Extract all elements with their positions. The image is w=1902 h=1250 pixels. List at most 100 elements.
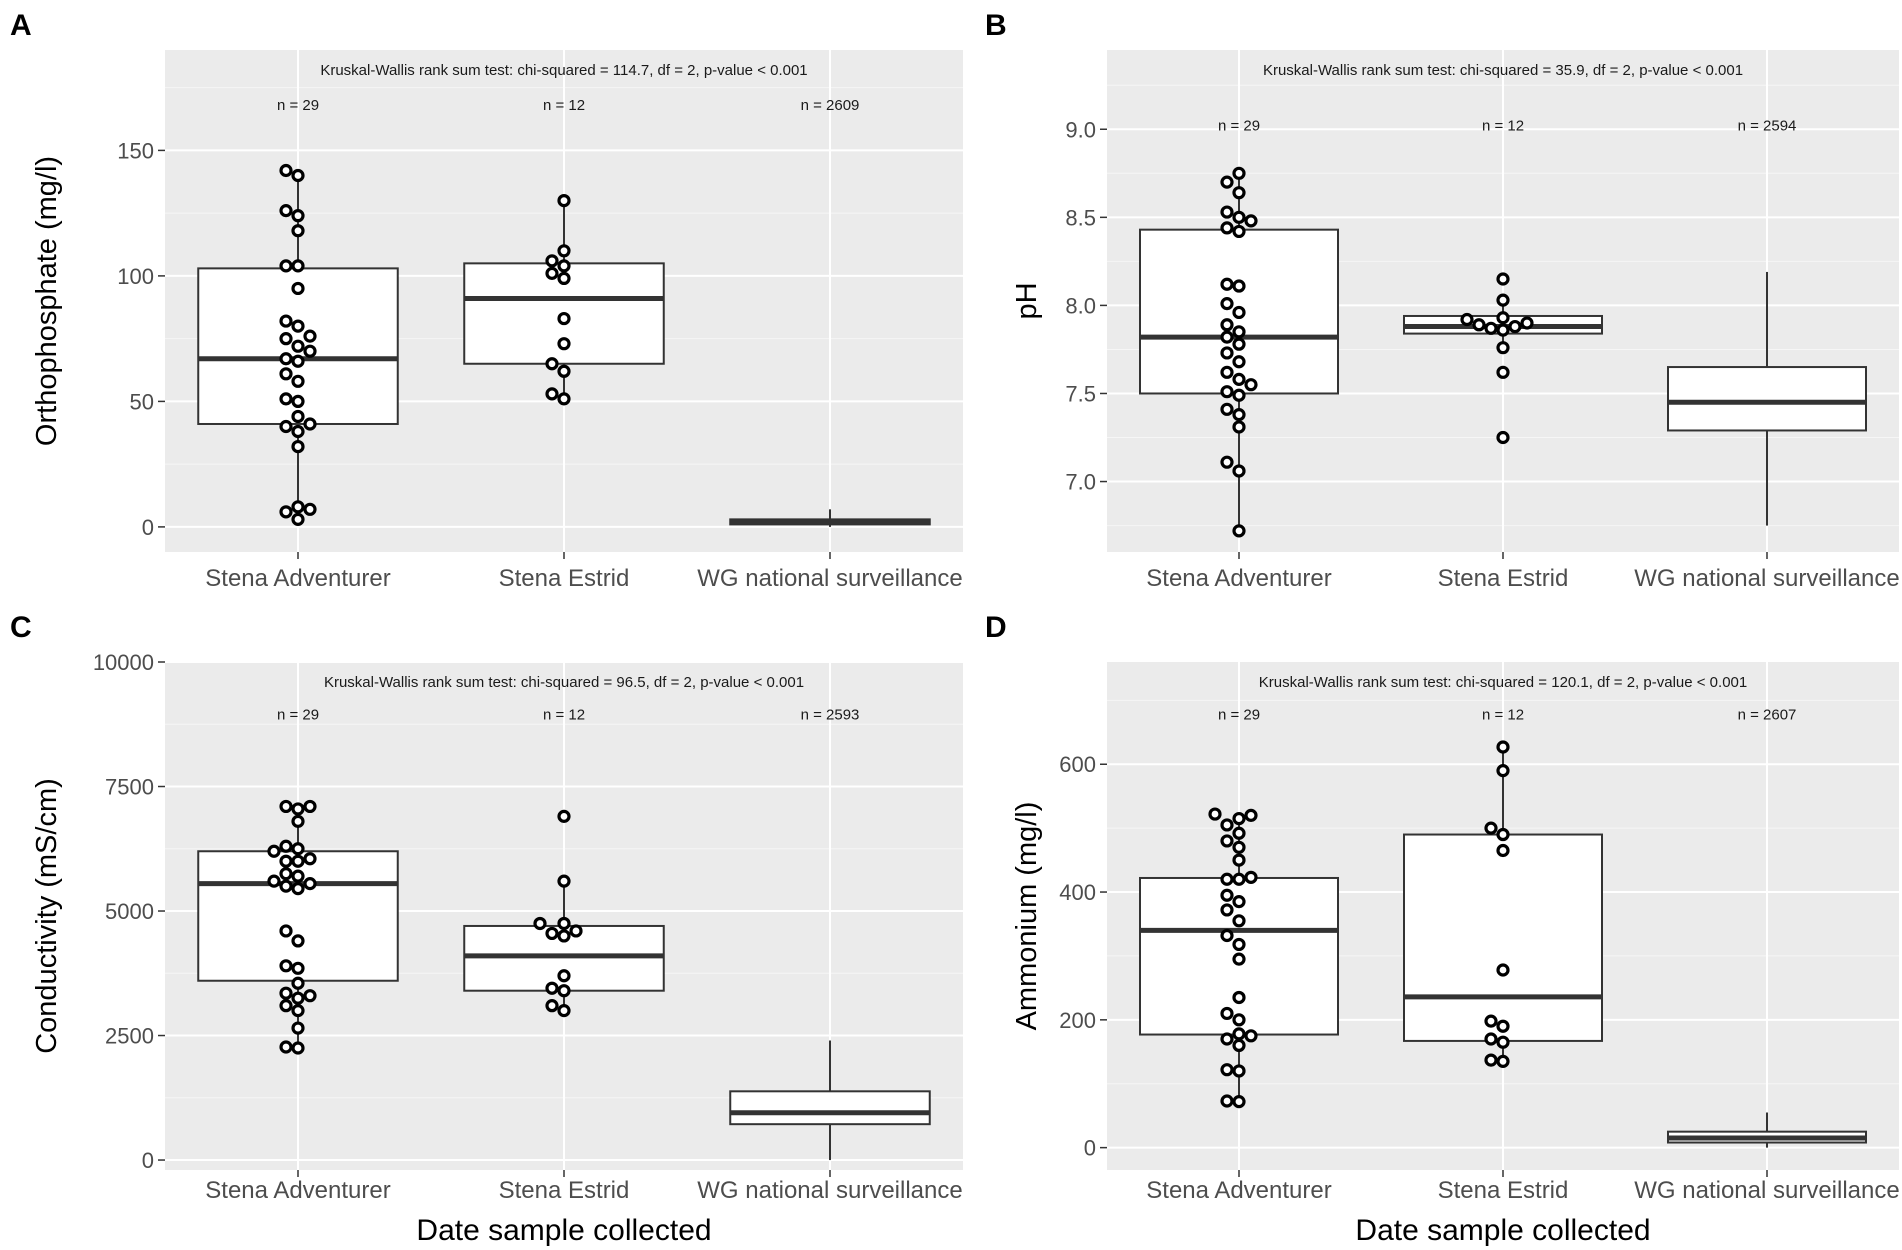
x-tick-label-wg-national-surveillance: WG national surveillance bbox=[1634, 565, 1899, 592]
data-point-stena-estrid bbox=[557, 392, 571, 406]
data-point-stena-adventurer bbox=[291, 500, 305, 514]
data-point-stena-estrid bbox=[1496, 1054, 1510, 1068]
data-point-stena-adventurer bbox=[291, 259, 305, 273]
n-label-stena-estrid: n = 12 bbox=[1482, 118, 1524, 135]
data-point-stena-adventurer bbox=[1232, 325, 1246, 339]
data-point-stena-adventurer bbox=[291, 409, 305, 424]
data-point-stena-adventurer bbox=[291, 854, 305, 868]
box-stena-estrid bbox=[1403, 748, 1603, 1062]
data-point-stena-adventurer bbox=[1232, 826, 1246, 840]
data-point-stena-adventurer bbox=[279, 314, 293, 328]
data-point-stena-estrid bbox=[557, 874, 571, 888]
panel-d-plot: 0 200 400 600 Kruskal-Wallis rank sum test: … bbox=[1011, 662, 1900, 1247]
n-label-wg-national-surveillance: n = 2594 bbox=[1738, 118, 1797, 135]
panel-letter-c: C bbox=[10, 611, 32, 644]
data-point-stena-adventurer bbox=[291, 934, 305, 948]
y-tick-label: 200 bbox=[1059, 1008, 1096, 1033]
n-label-wg-national-surveillance: n = 2607 bbox=[1738, 706, 1797, 723]
data-point-stena-adventurer bbox=[1232, 895, 1246, 909]
data-point-stena-adventurer bbox=[1232, 840, 1246, 854]
data-point-stena-adventurer bbox=[291, 961, 305, 975]
data-point-stena-adventurer bbox=[1232, 872, 1246, 886]
n-label-stena-adventurer: n = 29 bbox=[277, 706, 319, 723]
data-point-stena-estrid bbox=[545, 981, 559, 995]
data-point-stena-adventurer bbox=[1220, 928, 1234, 943]
data-point-stena-estrid bbox=[557, 259, 571, 273]
data-point-stena-estrid bbox=[1496, 1035, 1510, 1049]
data-point-stena-adventurer bbox=[1232, 1027, 1246, 1041]
n-label-stena-adventurer: n = 29 bbox=[277, 97, 319, 114]
data-point-stena-adventurer bbox=[1220, 221, 1234, 235]
data-point-stena-adventurer bbox=[279, 392, 293, 406]
n-label-wg-national-surveillance: n = 2593 bbox=[801, 706, 860, 723]
x-tick-label-wg-national-surveillance: WG national surveillance bbox=[697, 565, 962, 592]
data-point-stena-adventurer bbox=[1232, 990, 1246, 1005]
data-point-stena-estrid bbox=[557, 916, 571, 931]
data-point-stena-adventurer bbox=[291, 168, 305, 183]
data-point-stena-estrid bbox=[1496, 827, 1510, 842]
data-point-stena-adventurer bbox=[303, 329, 317, 343]
data-point-stena-adventurer bbox=[279, 419, 293, 434]
data-point-stena-adventurer bbox=[1220, 834, 1234, 848]
data-point-stena-estrid bbox=[1520, 316, 1534, 330]
data-point-stena-estrid bbox=[545, 266, 559, 280]
data-point-stena-adventurer bbox=[1232, 811, 1246, 826]
n-label-wg-national-surveillance: n = 2609 bbox=[801, 97, 860, 114]
data-point-stena-adventurer bbox=[1232, 524, 1246, 538]
panel-letter-b: B bbox=[985, 9, 1007, 42]
panel-letter-d: D bbox=[985, 611, 1007, 644]
box-wg-national-surveillance bbox=[729, 1040, 931, 1161]
n-label-stena-estrid: n = 12 bbox=[543, 97, 585, 114]
data-point-stena-estrid bbox=[1484, 1032, 1498, 1046]
data-point-stena-adventurer bbox=[279, 999, 293, 1013]
panel-a-plot: 0 50 100 150 Kruskal-Wallis rank sum test: c… bbox=[31, 50, 963, 592]
x-tick-label-stena-estrid: Stena Estrid bbox=[1438, 1177, 1569, 1204]
data-point-stena-adventurer bbox=[291, 439, 305, 454]
data-point-stena-estrid bbox=[1472, 318, 1486, 332]
data-point-stena-adventurer bbox=[1220, 365, 1234, 379]
data-point-stena-adventurer bbox=[1232, 952, 1246, 966]
data-point-stena-adventurer bbox=[1220, 872, 1234, 886]
data-point-stena-estrid bbox=[1496, 272, 1510, 286]
y-axis-label: Conductivity (mS/cm) bbox=[31, 778, 63, 1054]
data-point-stena-adventurer bbox=[279, 924, 293, 938]
data-point-stena-adventurer bbox=[1220, 175, 1234, 189]
data-point-stena-adventurer bbox=[1244, 214, 1258, 228]
data-point-stena-adventurer bbox=[291, 394, 305, 408]
data-point-stena-estrid bbox=[557, 969, 571, 983]
iqr-box bbox=[1403, 833, 1603, 1042]
data-point-stena-adventurer bbox=[291, 339, 305, 353]
x-tick-label-wg-national-surveillance: WG national surveillance bbox=[697, 1177, 962, 1204]
data-point-stena-adventurer bbox=[303, 502, 317, 516]
data-point-stena-adventurer bbox=[279, 867, 293, 881]
n-label-stena-adventurer: n = 29 bbox=[1218, 118, 1260, 135]
x-tick-label-stena-estrid: Stena Estrid bbox=[499, 565, 630, 592]
data-point-stena-adventurer bbox=[291, 882, 305, 896]
data-point-stena-adventurer bbox=[1232, 279, 1246, 293]
test-annotation: Kruskal-Wallis rank sum test: chi-square… bbox=[320, 62, 807, 79]
data-point-stena-adventurer bbox=[303, 989, 317, 1003]
data-point-stena-adventurer bbox=[1220, 1006, 1234, 1021]
test-annotation: Kruskal-Wallis rank sum test: chi-square… bbox=[1259, 674, 1747, 691]
data-point-stena-adventurer bbox=[279, 259, 293, 273]
x-tick-label-stena-adventurer: Stena Adventurer bbox=[205, 1177, 390, 1204]
iqr-box bbox=[729, 1090, 931, 1126]
panel-letter-a: A bbox=[10, 9, 32, 42]
data-point-stena-estrid bbox=[1484, 821, 1498, 835]
y-tick-label: 7500 bbox=[105, 775, 154, 800]
data-point-stena-adventurer bbox=[303, 417, 317, 431]
data-point-stena-adventurer bbox=[291, 209, 305, 223]
y-tick-label: 0 bbox=[142, 1148, 154, 1173]
y-tick-label: 100 bbox=[117, 264, 154, 289]
y-axis-label: Orthophosphate (mg/l) bbox=[31, 156, 63, 446]
data-point-stena-adventurer bbox=[1232, 305, 1246, 320]
y-tick-label: 150 bbox=[117, 138, 154, 163]
x-tick-label-wg-national-surveillance: WG national surveillance bbox=[1634, 1177, 1899, 1204]
data-point-stena-estrid bbox=[1484, 1014, 1498, 1028]
y-tick-label: 400 bbox=[1059, 880, 1096, 905]
data-point-stena-estrid bbox=[569, 924, 583, 938]
data-point-stena-adventurer bbox=[291, 354, 305, 368]
data-point-stena-adventurer bbox=[1220, 330, 1234, 344]
data-point-stena-adventurer bbox=[1220, 903, 1234, 917]
